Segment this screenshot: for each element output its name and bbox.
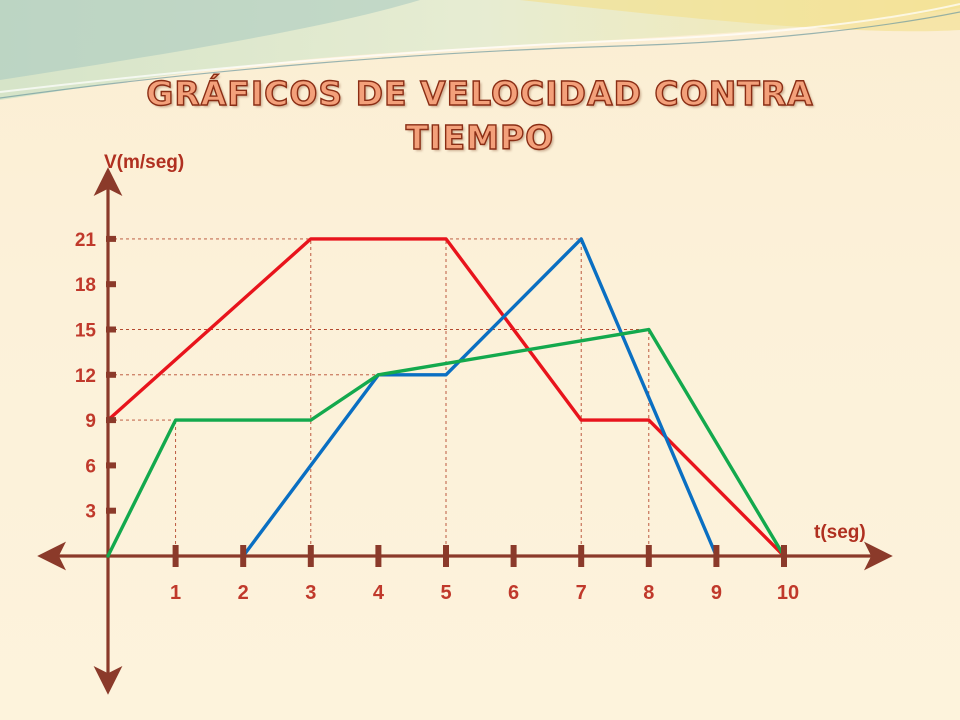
x-tick-label-2: 2 [238, 582, 249, 604]
y-tick-3 [106, 507, 116, 514]
x-tick-label-1: 1 [170, 582, 181, 604]
x-tick-2 [240, 545, 247, 567]
x-tick-5 [443, 545, 449, 567]
y-tick-9 [106, 417, 116, 424]
x-tick-label-9: 9 [711, 582, 722, 604]
x-tick-label-4: 4 [373, 582, 385, 604]
y-tick-15 [106, 326, 116, 333]
series-line-1 [106, 237, 786, 558]
y-tick-6 [106, 462, 116, 469]
x-tick-6 [510, 545, 517, 567]
header-swoosh-decoration [0, 0, 960, 100]
x-tick-4 [375, 545, 382, 567]
y-tick-label-21: 21 [75, 230, 97, 251]
axes [37, 167, 893, 695]
y-tick-18 [106, 281, 116, 288]
y-tick-label-18: 18 [75, 275, 96, 296]
x-tick-label-3: 3 [305, 582, 316, 604]
series-line-2 [241, 237, 719, 558]
y-tick-21 [106, 235, 116, 242]
series-lines [106, 237, 786, 558]
y-tick-12 [106, 371, 116, 378]
reference-guides [108, 238, 650, 556]
tick-marks [106, 235, 787, 567]
y-tick-label-6: 6 [85, 456, 96, 477]
y-tick-label-15: 15 [75, 321, 97, 342]
x-tick-label-7: 7 [576, 582, 587, 604]
y-axis-label: V(m/seg) [104, 152, 184, 173]
y-tick-label-9: 9 [85, 411, 96, 432]
x-tick-7 [578, 545, 585, 567]
x-tick-label-10: 10 [777, 582, 799, 604]
x-tick-label-8: 8 [643, 582, 654, 604]
x-tick-10 [781, 545, 787, 567]
series-line-3 [106, 327, 786, 558]
y-tick-label-3: 3 [85, 502, 96, 523]
x-axis-label: t(seg) [814, 522, 866, 543]
x-tick-1 [172, 545, 179, 567]
x-tick-label-6: 6 [508, 582, 519, 604]
x-tick-9 [713, 545, 720, 567]
x-tick-8 [645, 545, 652, 567]
x-tick-label-5: 5 [440, 582, 451, 604]
y-tick-label-12: 12 [75, 366, 96, 387]
x-tick-3 [307, 545, 314, 567]
